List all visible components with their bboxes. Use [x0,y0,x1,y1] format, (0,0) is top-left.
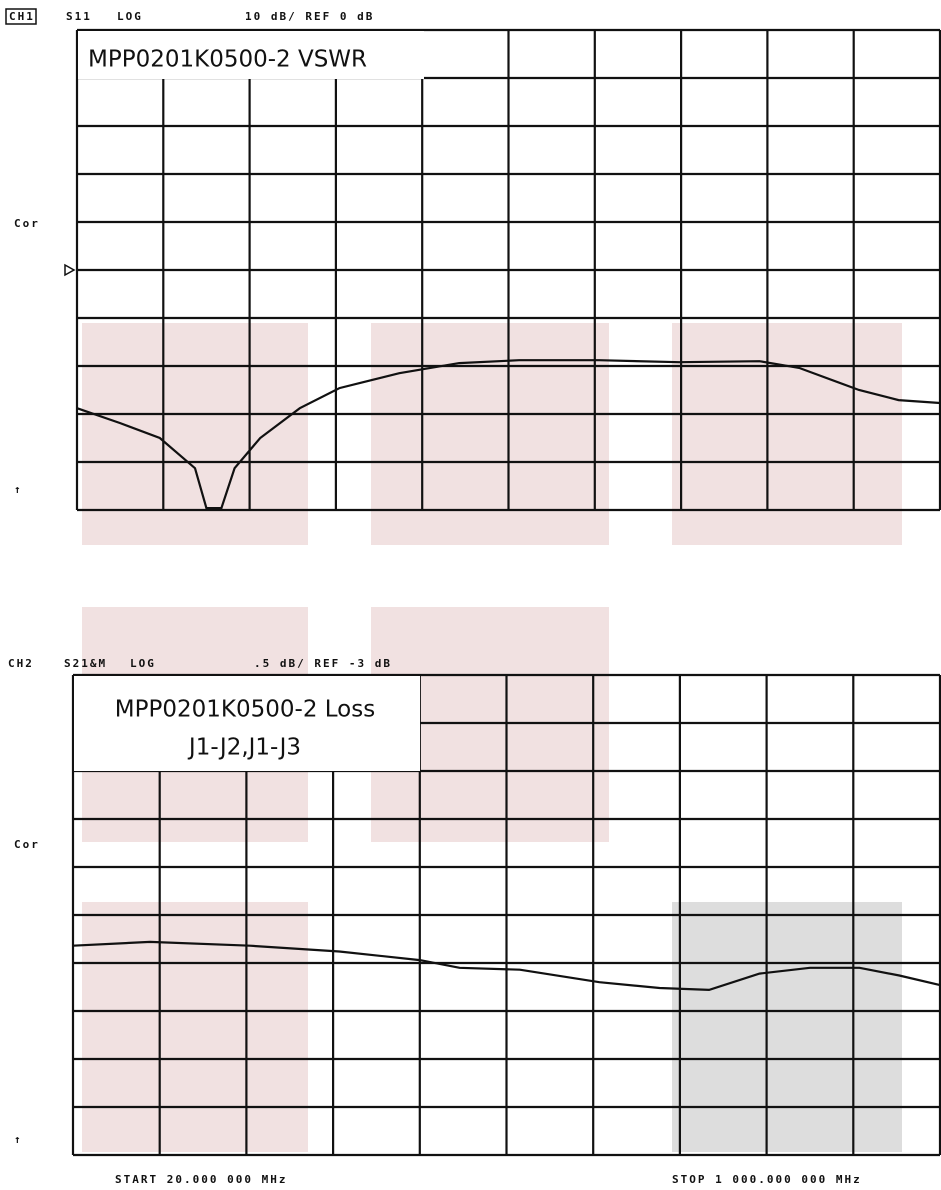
side-label: Cor [14,217,40,230]
stop-label: STOP 1 000.000 000 MHz [672,1173,862,1186]
chart-subtitle: J1-J2,J1-J3 [187,735,301,761]
side-label: Cor [14,838,40,851]
scale-ref: .5 dB/ REF -3 dB [254,657,392,670]
format: LOG [117,10,143,23]
scale-ref: 10 dB/ REF 0 dB [245,10,374,23]
trace [76,359,941,510]
channel: CH2 [8,657,34,670]
side-label: ↑ [14,1133,23,1146]
ref-marker [64,263,76,277]
start-label: START 20.000 000 MHz [115,1173,287,1186]
channel: CH1 [9,10,35,23]
parameter: S11 [66,10,92,23]
format: LOG [130,657,156,670]
side-label: ↑ [14,483,23,496]
chart-title: MPP0201K0500-2 Loss [115,697,375,723]
chart-title: MPP0201K0500-2 VSWR [88,47,367,73]
trace [72,940,941,992]
parameter: S21&M [64,657,107,670]
